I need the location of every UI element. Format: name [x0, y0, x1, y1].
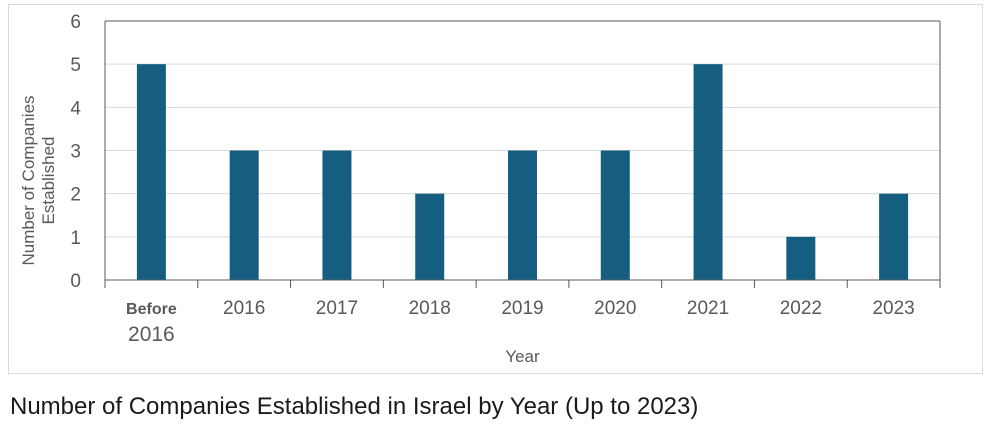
x-tick-label: 2021: [687, 298, 729, 319]
x-tick-label: 2017: [316, 298, 358, 319]
y-tick-label: 4: [70, 98, 81, 119]
y-tick-label: 3: [70, 142, 81, 163]
x-tick-label: 2016: [223, 298, 265, 319]
y-tick-label: 6: [70, 12, 81, 33]
bar: [322, 150, 352, 280]
x-tick-label: 2018: [409, 298, 451, 319]
bar: [693, 64, 723, 281]
y-tick-label: 1: [70, 228, 81, 249]
x-tick-label: Before 2016: [126, 301, 177, 346]
axes: [104, 20, 941, 288]
bar: [508, 150, 537, 280]
bar: [136, 64, 166, 281]
bar-chart: 0 1 2 3 4 5 6 Before 2016 2016 2017 2018 2019 2020 20…: [19, 12, 941, 366]
y-axis-title: Number of CompaniesEstablished: [19, 95, 58, 265]
x-tick-label: 2020: [594, 298, 636, 319]
bar: [415, 193, 445, 280]
x-axis-title: Year: [505, 347, 540, 366]
y-tick-label: 5: [70, 55, 81, 76]
x-tick-label: 2019: [501, 298, 543, 319]
bars: [136, 64, 909, 281]
bar: [879, 193, 909, 280]
bar: [600, 150, 630, 280]
chart-caption: Number of Companies Established in Israe…: [10, 393, 699, 420]
x-tick-label: 2023: [872, 298, 914, 319]
y-tick-labels: 0 1 2 3 4 5 6: [70, 12, 81, 292]
x-tick-label: 2022: [780, 298, 822, 319]
y-tick-label: 0: [70, 271, 81, 292]
bar: [229, 150, 259, 280]
chart-frame: [8, 4, 983, 374]
bar: [786, 236, 816, 280]
x-tick-labels: Before 2016 2016 2017 2018 2019 2020 2021 2022 20…: [126, 298, 915, 346]
y-tick-label: 2: [70, 185, 81, 206]
